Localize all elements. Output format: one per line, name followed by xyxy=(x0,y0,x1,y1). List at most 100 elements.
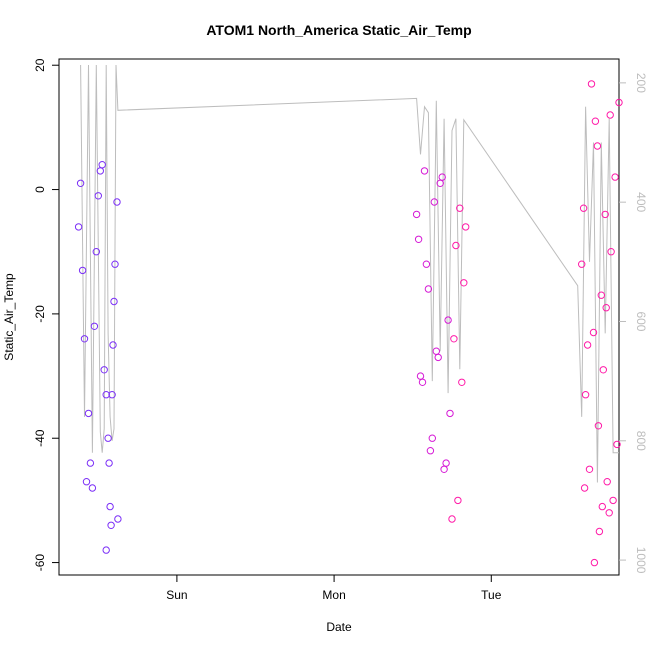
chart-title: ATOM1 North_America Static_Air_Temp xyxy=(206,22,471,38)
data-point xyxy=(114,515,122,523)
x-axis: Sun Mon Tue xyxy=(166,575,502,602)
data-point xyxy=(76,179,85,188)
y2-tick-label: 1000 xyxy=(634,547,648,574)
data-point xyxy=(440,465,448,473)
data-point xyxy=(428,434,436,442)
x-tick-label: Mon xyxy=(322,588,345,602)
data-point xyxy=(86,459,95,467)
data-point xyxy=(94,192,103,200)
data-point xyxy=(606,111,614,119)
data-point xyxy=(105,459,113,467)
x-tick-label: Sun xyxy=(166,588,187,602)
data-point xyxy=(452,241,460,250)
data-point xyxy=(430,198,438,206)
y-axis-label: Static_Air_Temp xyxy=(2,273,16,361)
data-point xyxy=(96,167,105,175)
y2-tick-label: 200 xyxy=(634,73,648,93)
data-point xyxy=(92,248,101,256)
data-point xyxy=(432,347,440,355)
data-point xyxy=(100,366,108,374)
data-point xyxy=(615,98,623,107)
data-point xyxy=(78,266,87,275)
data-point xyxy=(74,223,83,231)
data-point xyxy=(607,248,615,256)
plot-frame xyxy=(58,58,620,576)
data-point xyxy=(595,527,604,536)
data-point xyxy=(581,391,590,399)
y-axis-right: 200 400 600 800 1000 xyxy=(619,73,648,574)
data-point xyxy=(462,223,470,231)
data-point xyxy=(416,372,425,380)
data-point xyxy=(590,558,599,567)
data-point xyxy=(113,198,121,206)
data-point xyxy=(104,434,112,442)
data-point xyxy=(454,496,462,505)
x-axis-label: Date xyxy=(326,620,352,634)
data-point xyxy=(578,260,586,268)
data-point xyxy=(84,409,93,418)
y2-tick-label: 800 xyxy=(634,431,648,451)
x-tick-label: Tue xyxy=(481,588,502,602)
y-tick-label: -40 xyxy=(33,429,47,447)
data-point xyxy=(420,167,429,175)
data-point xyxy=(458,378,466,386)
data-point xyxy=(444,316,452,324)
data-point xyxy=(418,378,427,386)
data-point xyxy=(609,496,617,505)
data-point xyxy=(426,447,435,455)
data-point xyxy=(450,335,458,343)
data-point xyxy=(446,409,454,418)
data-point xyxy=(599,366,607,374)
data-point xyxy=(107,521,115,529)
data-point xyxy=(601,210,609,219)
data-point xyxy=(585,465,594,473)
data-point xyxy=(593,142,602,150)
data-point xyxy=(82,478,91,486)
data-point xyxy=(102,546,110,554)
data-point xyxy=(80,335,89,343)
data-point xyxy=(109,341,117,349)
data-point xyxy=(605,509,613,517)
data-point xyxy=(448,515,456,523)
data-point xyxy=(110,297,118,306)
data-point xyxy=(414,235,423,244)
data-point xyxy=(591,117,600,125)
y2-tick-label: 400 xyxy=(634,192,648,212)
data-point xyxy=(583,341,592,349)
pressure-line-layer xyxy=(80,64,619,483)
data-point xyxy=(434,353,442,362)
data-point xyxy=(422,260,431,268)
y2-tick-label: 600 xyxy=(634,311,648,331)
data-point xyxy=(442,459,450,467)
y-tick-label: -60 xyxy=(33,554,47,572)
data-point xyxy=(438,173,446,181)
y-tick-label: -20 xyxy=(33,305,47,323)
data-point xyxy=(594,422,603,430)
data-point xyxy=(460,279,468,287)
data-point xyxy=(111,260,119,268)
data-point xyxy=(602,304,610,312)
y-tick-label: 20 xyxy=(33,58,47,72)
y-axis-left: 20 0 -20 -40 -60 xyxy=(33,58,59,571)
data-point xyxy=(597,291,605,299)
data-point xyxy=(88,484,97,492)
data-points-layer xyxy=(74,80,623,567)
data-point xyxy=(98,161,106,169)
data-point xyxy=(613,440,621,449)
data-point xyxy=(102,391,110,399)
data-point xyxy=(611,173,619,181)
data-point xyxy=(424,285,433,293)
data-point xyxy=(90,322,99,330)
data-point xyxy=(589,328,598,337)
data-point xyxy=(580,484,589,492)
y-tick-label: 0 xyxy=(33,186,47,193)
data-point xyxy=(598,502,606,511)
data-point xyxy=(587,80,596,88)
data-point xyxy=(456,204,464,212)
data-point xyxy=(106,502,114,511)
data-point xyxy=(412,210,421,219)
data-point xyxy=(579,204,588,212)
pressure-line xyxy=(80,64,619,483)
data-point xyxy=(603,478,611,486)
